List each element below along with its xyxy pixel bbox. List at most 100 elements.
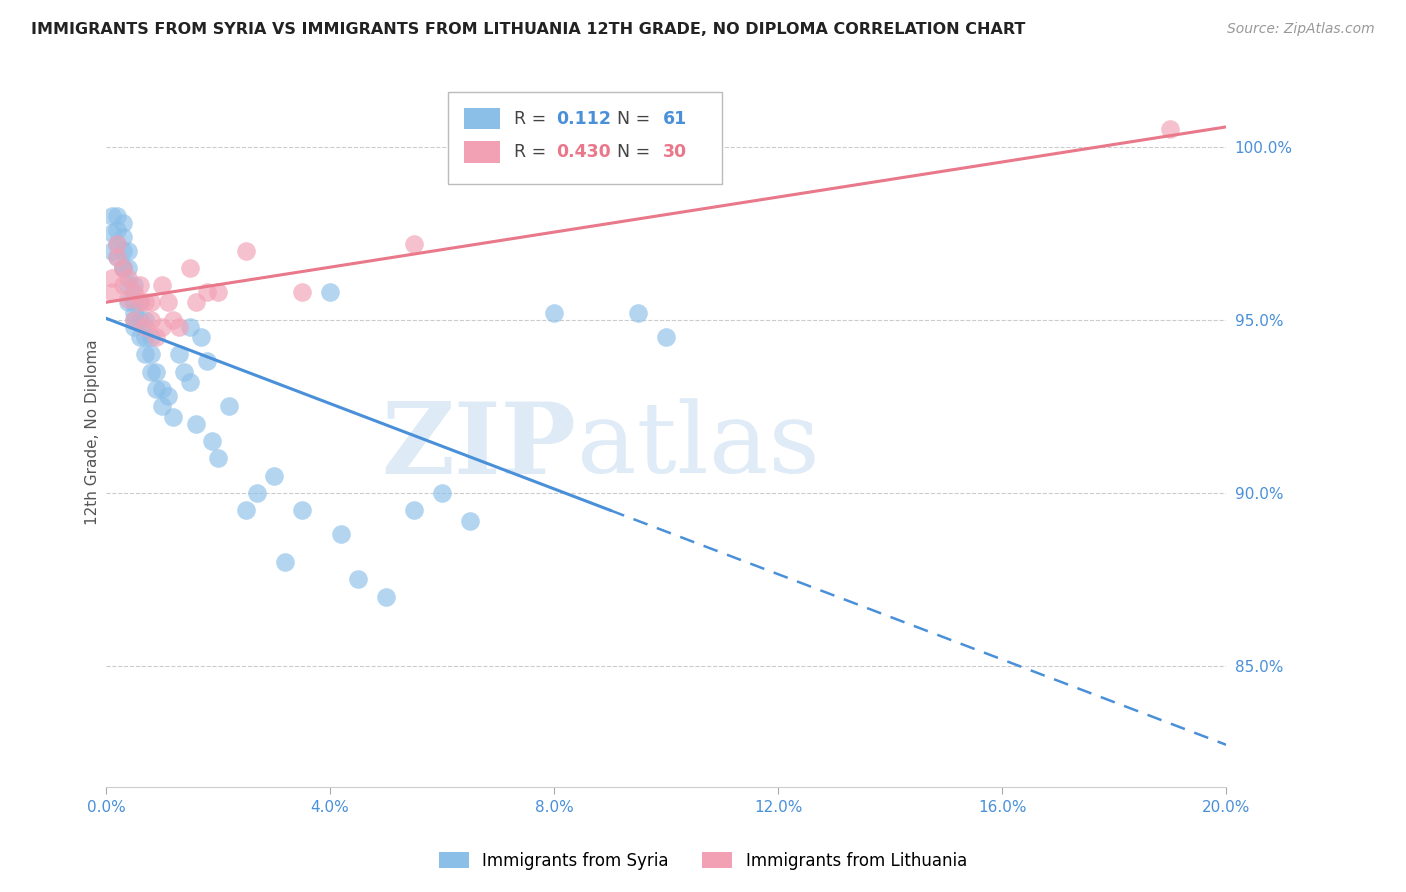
Point [134, 295, 156, 310]
Point [128, 278, 150, 293]
Text: Source: ZipAtlas.com: Source: ZipAtlas.com [1227, 22, 1375, 37]
Text: ZIP: ZIP [381, 398, 576, 495]
Text: 30: 30 [662, 143, 688, 161]
Point [117, 292, 139, 306]
Point [128, 312, 150, 326]
Y-axis label: 12th Grade, No Diploma: 12th Grade, No Diploma [86, 340, 100, 525]
Point [246, 485, 269, 500]
Point [1159, 122, 1181, 136]
Point [117, 271, 139, 285]
Point [139, 295, 162, 310]
Point [122, 285, 145, 299]
Point [195, 354, 218, 368]
Text: 0.430: 0.430 [557, 143, 612, 161]
Point [655, 330, 678, 344]
Point [375, 590, 398, 604]
Point [218, 399, 240, 413]
Point [134, 319, 156, 334]
Point [430, 485, 453, 500]
Point [139, 330, 162, 344]
Point [201, 434, 224, 448]
Point [122, 306, 145, 320]
Point [105, 251, 128, 265]
Point [274, 555, 297, 569]
Point [111, 229, 134, 244]
Legend: Immigrants from Syria, Immigrants from Lithuania: Immigrants from Syria, Immigrants from L… [433, 846, 973, 877]
Point [195, 285, 218, 299]
Point [543, 306, 565, 320]
Point [100, 271, 122, 285]
Point [402, 236, 425, 251]
Point [111, 260, 134, 275]
FancyBboxPatch shape [464, 141, 501, 162]
Point [179, 375, 201, 389]
Point [100, 285, 122, 299]
Point [167, 347, 190, 361]
Point [150, 319, 173, 334]
FancyBboxPatch shape [464, 108, 501, 129]
Point [179, 260, 201, 275]
Point [117, 260, 139, 275]
Point [128, 295, 150, 310]
Point [150, 399, 173, 413]
Point [100, 226, 122, 240]
Point [111, 260, 134, 275]
Point [319, 285, 342, 299]
Point [122, 312, 145, 326]
Point [117, 244, 139, 258]
Point [179, 319, 201, 334]
Point [105, 251, 128, 265]
Text: 0.112: 0.112 [557, 110, 612, 128]
Point [162, 312, 184, 326]
Point [150, 278, 173, 293]
FancyBboxPatch shape [447, 92, 723, 184]
Point [134, 330, 156, 344]
Point [105, 236, 128, 251]
Point [100, 244, 122, 258]
Point [167, 319, 190, 334]
Point [117, 295, 139, 310]
Point [156, 295, 179, 310]
Point [105, 236, 128, 251]
Text: R =: R = [513, 110, 551, 128]
Point [184, 417, 207, 431]
Text: atlas: atlas [576, 399, 820, 494]
Point [139, 365, 162, 379]
Point [134, 312, 156, 326]
Point [235, 503, 257, 517]
Point [162, 409, 184, 424]
Point [207, 451, 229, 466]
Point [145, 382, 167, 396]
Point [263, 468, 285, 483]
Point [347, 573, 370, 587]
Point [291, 503, 314, 517]
Point [139, 347, 162, 361]
Point [134, 347, 156, 361]
Point [111, 260, 134, 275]
Text: N =: N = [617, 143, 655, 161]
Point [173, 365, 195, 379]
Point [128, 330, 150, 344]
Point [100, 209, 122, 223]
Point [111, 216, 134, 230]
Point [105, 209, 128, 223]
Point [402, 503, 425, 517]
Point [122, 319, 145, 334]
Point [145, 330, 167, 344]
Point [122, 278, 145, 293]
Point [111, 278, 134, 293]
Point [139, 312, 162, 326]
Point [117, 278, 139, 293]
Point [150, 382, 173, 396]
Point [291, 285, 314, 299]
Text: R =: R = [513, 143, 551, 161]
Text: N =: N = [617, 110, 655, 128]
Text: IMMIGRANTS FROM SYRIA VS IMMIGRANTS FROM LITHUANIA 12TH GRADE, NO DIPLOMA CORREL: IMMIGRANTS FROM SYRIA VS IMMIGRANTS FROM… [31, 22, 1025, 37]
Text: 61: 61 [662, 110, 688, 128]
Point [122, 312, 145, 326]
Point [122, 295, 145, 310]
Point [184, 295, 207, 310]
Point [145, 365, 167, 379]
Point [105, 223, 128, 237]
Point [627, 306, 650, 320]
